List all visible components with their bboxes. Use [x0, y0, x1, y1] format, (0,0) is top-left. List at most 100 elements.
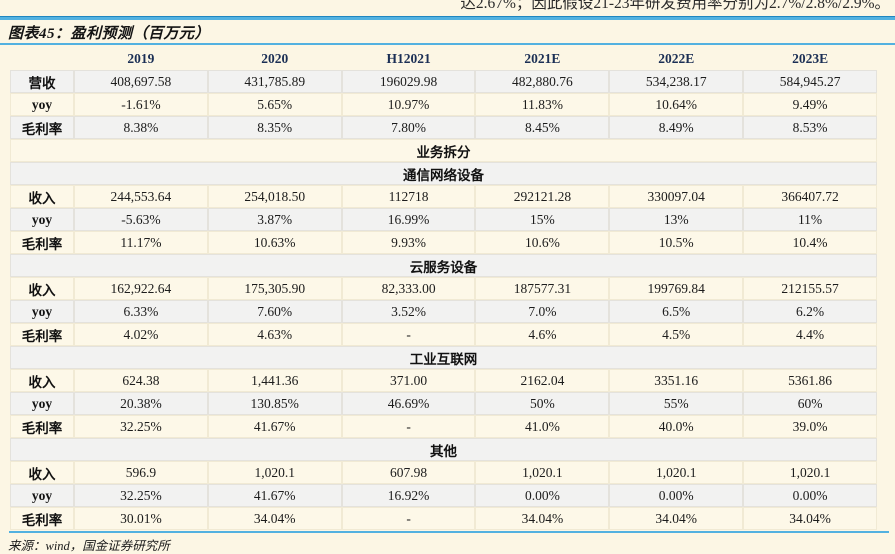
- section-row: 通信网络设备: [11, 163, 876, 184]
- value-cell: 4.4%: [744, 324, 876, 345]
- value-cell: -: [342, 416, 475, 437]
- table-row: yoy 20.38% 130.85% 46.69% 50% 55% 60%: [11, 393, 876, 414]
- value-cell: 8.45%: [476, 117, 609, 138]
- value-cell: 244,553.64: [75, 186, 207, 207]
- value-cell: 8.35%: [208, 117, 341, 138]
- row-label-cell: 收入: [11, 462, 73, 483]
- table-row: 毛利率 30.01% 34.04% -34.04% 34.04% 34.04%: [11, 508, 876, 529]
- table-row: 毛利率 4.02% 4.63% -4.6% 4.5% 4.4%: [11, 324, 876, 345]
- clipped-paragraph-text: 达2.67%；因此假设21-23年研发费用率分别为2.7%/2.8%/2.9%。: [460, 0, 890, 12]
- year-column-header: 2021E: [476, 48, 609, 69]
- value-cell: 2162.04: [476, 370, 609, 391]
- section-label-cell: 云服务设备: [11, 255, 876, 276]
- value-cell: 50%: [476, 393, 609, 414]
- row-label-cell: 毛利率: [11, 416, 73, 437]
- section-label-cell: 通信网络设备: [11, 163, 876, 184]
- year-column-header: 2023E: [744, 48, 876, 69]
- value-cell: 8.38%: [75, 117, 207, 138]
- value-cell: 0.00%: [476, 485, 609, 506]
- value-cell: 534,238.17: [610, 71, 743, 92]
- value-cell: 16.99%: [342, 209, 475, 230]
- value-cell: -5.63%: [75, 209, 207, 230]
- value-cell: 3.87%: [208, 209, 341, 230]
- value-cell: -: [342, 508, 475, 529]
- value-cell: 196029.98: [342, 71, 475, 92]
- table-body: 营收 408,697.58 431,785.89 196029.98 482,880.7…: [11, 71, 876, 529]
- row-label-cell: yoy: [11, 94, 73, 115]
- value-cell: 32.25%: [75, 416, 207, 437]
- row-label-cell: 收入: [11, 278, 73, 299]
- section-row: 其他: [11, 439, 876, 460]
- value-cell: 41.0%: [476, 416, 609, 437]
- value-cell: 6.2%: [744, 301, 876, 322]
- value-cell: 366407.72: [744, 186, 876, 207]
- value-cell: 34.04%: [476, 508, 609, 529]
- value-cell: 15%: [476, 209, 609, 230]
- value-cell: 11.83%: [476, 94, 609, 115]
- table-bottom-rule: [9, 531, 889, 533]
- value-cell: 16.92%: [342, 485, 475, 506]
- row-label-column-header: [11, 48, 73, 69]
- table-row: 营收 408,697.58 431,785.89 196029.98 482,880.7…: [11, 71, 876, 92]
- table-row: yoy -5.63% 3.87% 16.99% 15% 13% 11%: [11, 209, 876, 230]
- header-row: 2019 2020 H12021 2021E 2022E 2023E: [11, 48, 876, 69]
- value-cell: 584,945.27: [744, 71, 876, 92]
- value-cell: 8.49%: [610, 117, 743, 138]
- value-cell: 4.02%: [75, 324, 207, 345]
- row-label-cell: 毛利率: [11, 324, 73, 345]
- value-cell: -1.61%: [75, 94, 207, 115]
- value-cell: 34.04%: [208, 508, 341, 529]
- figure-title: 图表45：盈利预测（百万元）: [8, 26, 211, 42]
- value-cell: 330097.04: [610, 186, 743, 207]
- value-cell: 187577.31: [476, 278, 609, 299]
- value-cell: 5361.86: [744, 370, 876, 391]
- row-label-cell: 收入: [11, 370, 73, 391]
- value-cell: 10.5%: [610, 232, 743, 253]
- value-cell: 1,020.1: [208, 462, 341, 483]
- table-row: 收入 624.38 1,441.36 371.00 2162.04 3351.16 5361…: [11, 370, 876, 391]
- value-cell: 10.63%: [208, 232, 341, 253]
- value-cell: 408,697.58: [75, 71, 207, 92]
- row-label-cell: 营收: [11, 71, 73, 92]
- value-cell: 7.80%: [342, 117, 475, 138]
- row-label-cell: yoy: [11, 485, 73, 506]
- value-cell: 40.0%: [610, 416, 743, 437]
- table-row: 收入 596.9 1,020.1 607.98 1,020.1 1,020.1 1,020.…: [11, 462, 876, 483]
- value-cell: 9.49%: [744, 94, 876, 115]
- value-cell: 7.0%: [476, 301, 609, 322]
- table-row: 毛利率 32.25% 41.67% -41.0% 40.0% 39.0%: [11, 416, 876, 437]
- source-note: 来源：wind，国金证券研究所: [8, 539, 170, 553]
- year-column-header: 2019: [75, 48, 207, 69]
- value-cell: 175,305.90: [208, 278, 341, 299]
- section-row: 云服务设备: [11, 255, 876, 276]
- value-cell: 0.00%: [610, 485, 743, 506]
- value-cell: 254,018.50: [208, 186, 341, 207]
- row-label-cell: 毛利率: [11, 232, 73, 253]
- value-cell: 41.67%: [208, 485, 341, 506]
- row-label-cell: yoy: [11, 393, 73, 414]
- row-label-cell: 毛利率: [11, 117, 73, 138]
- value-cell: 13%: [610, 209, 743, 230]
- value-cell: 10.64%: [610, 94, 743, 115]
- value-cell: 11.17%: [75, 232, 207, 253]
- value-cell: 34.04%: [610, 508, 743, 529]
- value-cell: 10.97%: [342, 94, 475, 115]
- section-row: 工业互联网: [11, 347, 876, 368]
- value-cell: 4.6%: [476, 324, 609, 345]
- year-column-header: 2022E: [610, 48, 743, 69]
- value-cell: 39.0%: [744, 416, 876, 437]
- value-cell: 596.9: [75, 462, 207, 483]
- year-column-header: 2020: [208, 48, 341, 69]
- table-row: 收入 244,553.64 254,018.50 112718 292121.28 330…: [11, 186, 876, 207]
- value-cell: 20.38%: [75, 393, 207, 414]
- value-cell: 212155.57: [744, 278, 876, 299]
- value-cell: 55%: [610, 393, 743, 414]
- value-cell: 7.60%: [208, 301, 341, 322]
- section-label-cell: 其他: [11, 439, 876, 460]
- value-cell: 82,333.00: [342, 278, 475, 299]
- value-cell: 292121.28: [476, 186, 609, 207]
- value-cell: 3351.16: [610, 370, 743, 391]
- value-cell: 5.65%: [208, 94, 341, 115]
- value-cell: 162,922.64: [75, 278, 207, 299]
- value-cell: 1,020.1: [476, 462, 609, 483]
